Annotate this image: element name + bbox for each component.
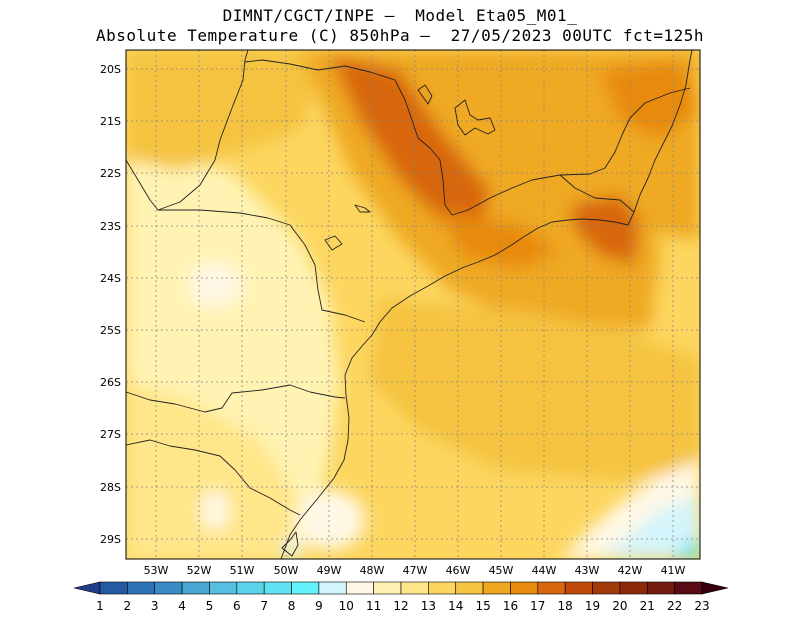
latitude-axis: 20S 21S 22S 23S 24S 25S 26S 27S 28S 29S bbox=[100, 63, 121, 546]
state-border-rs bbox=[126, 439, 301, 516]
colorbar-label: 3 bbox=[151, 599, 159, 613]
colorbar-label: 13 bbox=[421, 599, 436, 613]
graticule bbox=[126, 50, 700, 559]
lat-tick-label: 22S bbox=[100, 167, 121, 180]
colorbar-swatch bbox=[564, 581, 593, 595]
colorbar-label: 1 bbox=[96, 599, 104, 613]
lagoon bbox=[281, 531, 299, 557]
temperature-field bbox=[126, 50, 700, 559]
lat-tick-label: 28S bbox=[100, 481, 121, 494]
colorbar-swatch bbox=[674, 581, 703, 595]
colorbar-label: 11 bbox=[366, 599, 381, 613]
colorbar-swatch bbox=[646, 581, 675, 595]
state-border-parana bbox=[158, 209, 366, 323]
coastline-and-borders bbox=[126, 50, 693, 559]
lon-tick-label: 51W bbox=[230, 564, 255, 577]
colorbar-swatch bbox=[263, 581, 292, 595]
colorbar-swatch bbox=[318, 581, 347, 595]
colorbar-swatch bbox=[209, 581, 238, 595]
colorbar-high-arrow bbox=[701, 581, 729, 595]
colorbar-label: 8 bbox=[288, 599, 296, 613]
colorbar-swatch bbox=[510, 581, 539, 595]
colorbar-label: 19 bbox=[585, 599, 600, 613]
colorbar-swatch bbox=[400, 581, 429, 595]
colorbar-swatch bbox=[236, 581, 265, 595]
lon-tick-label: 48W bbox=[360, 564, 385, 577]
colorbar-swatch bbox=[428, 581, 457, 595]
colorbar-label: 21 bbox=[640, 599, 655, 613]
map-title-line-1: DIMNT/CGCT/INPE – Model Eta05_M01_ bbox=[222, 6, 578, 25]
lon-tick-label: 53W bbox=[144, 564, 169, 577]
colorbar-label: 14 bbox=[448, 599, 463, 613]
lat-tick-label: 21S bbox=[100, 115, 121, 128]
colorbar-label: 5 bbox=[206, 599, 214, 613]
map-title-line-2: Absolute Temperature (C) 850hPa – 27/05/… bbox=[96, 26, 704, 45]
river-border bbox=[244, 59, 691, 216]
lat-tick-label: 27S bbox=[100, 428, 121, 441]
colorbar-label: 16 bbox=[503, 599, 518, 613]
lat-tick-label: 20S bbox=[100, 63, 121, 76]
colorbar-swatch bbox=[537, 581, 566, 595]
lon-tick-label: 52W bbox=[187, 564, 212, 577]
lat-tick-label: 26S bbox=[100, 376, 121, 389]
colorbar-label: 9 bbox=[315, 599, 323, 613]
colorbar-label: 18 bbox=[558, 599, 573, 613]
colorbar-label: 22 bbox=[667, 599, 682, 613]
lon-tick-label: 49W bbox=[317, 564, 342, 577]
state-border-north bbox=[126, 50, 249, 211]
colorbar: 1 2 3 4 5 6 7 8 9 10 11 12 13 14 15 16 17 18 19 20 21 22 23 bbox=[73, 581, 729, 613]
colorbar-label: 10 bbox=[339, 599, 354, 613]
colorbar-swatch bbox=[127, 581, 156, 595]
colorbar-swatch bbox=[455, 581, 484, 595]
lon-tick-label: 50W bbox=[274, 564, 299, 577]
colorbar-label: 23 bbox=[694, 599, 709, 613]
colorbar-label: 12 bbox=[393, 599, 408, 613]
colorbar-swatch bbox=[482, 581, 511, 595]
lat-tick-label: 29S bbox=[100, 533, 121, 546]
state-border-sc bbox=[126, 384, 346, 413]
longitude-axis: 53W 52W 51W 50W 49W 48W 47W 46W 45W 44W … bbox=[144, 564, 686, 577]
colorbar-label: 6 bbox=[233, 599, 241, 613]
state-border-mg-rj bbox=[559, 174, 635, 213]
colorbar-swatch bbox=[181, 581, 210, 595]
colorbar-swatch bbox=[373, 581, 402, 595]
lon-tick-label: 41W bbox=[661, 564, 686, 577]
colorbar-low-arrow bbox=[73, 581, 101, 595]
lon-tick-label: 43W bbox=[575, 564, 600, 577]
colorbar-label: 4 bbox=[178, 599, 186, 613]
colorbar-swatch bbox=[619, 581, 648, 595]
colorbar-swatch bbox=[592, 581, 621, 595]
colorbar-label: 20 bbox=[612, 599, 627, 613]
lat-tick-label: 23S bbox=[100, 220, 121, 233]
lon-tick-label: 45W bbox=[489, 564, 514, 577]
lon-tick-label: 46W bbox=[446, 564, 471, 577]
map-frame bbox=[125, 49, 701, 560]
coastline bbox=[280, 50, 693, 559]
colorbar-swatch bbox=[291, 581, 320, 595]
lat-tick-label: 25S bbox=[100, 324, 121, 337]
colorbar-label: 7 bbox=[260, 599, 268, 613]
colorbar-swatch bbox=[99, 581, 128, 595]
lon-tick-label: 42W bbox=[618, 564, 643, 577]
colorbar-label: 2 bbox=[124, 599, 132, 613]
lat-tick-label: 24S bbox=[100, 272, 121, 285]
colorbar-swatch bbox=[345, 581, 374, 595]
colorbar-label: 17 bbox=[530, 599, 545, 613]
colorbar-label: 15 bbox=[475, 599, 490, 613]
colorbar-swatch bbox=[154, 581, 183, 595]
lon-tick-label: 47W bbox=[403, 564, 428, 577]
lon-tick-label: 44W bbox=[532, 564, 557, 577]
